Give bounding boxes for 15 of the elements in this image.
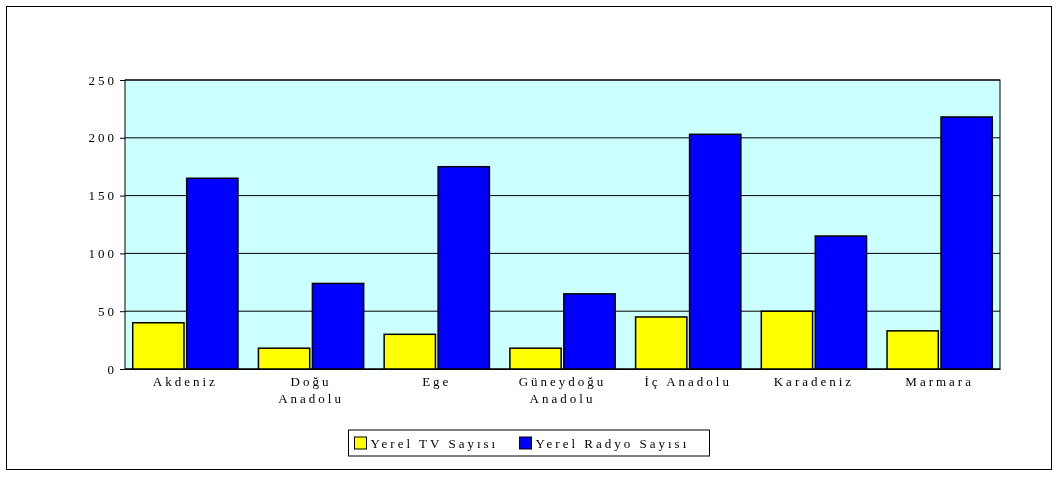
x-tick-label: Marmara	[905, 374, 974, 389]
y-tick-label: 200	[88, 130, 117, 146]
x-tick-label: Karadeniz	[773, 374, 855, 389]
x-tick-label: Akdeniz	[152, 374, 218, 389]
x-tick-label: Ege	[422, 374, 452, 389]
y-tick-label: 250	[88, 72, 117, 88]
y-tick-label: 150	[88, 188, 117, 204]
y-tick-label: 100	[88, 246, 117, 262]
y-tick-label: 0	[107, 361, 117, 377]
y-tick-label: 50	[98, 303, 117, 319]
x-tick-label: Güneydoğu Anadolu	[518, 374, 607, 406]
legend-label: Yerel Radyo Sayısı	[535, 436, 690, 451]
legend-label: Yerel TV Sayısı	[370, 436, 499, 451]
x-tick-label: Doğu Anadolu	[278, 374, 344, 406]
x-tick-label: İç Anadolu	[644, 374, 732, 389]
